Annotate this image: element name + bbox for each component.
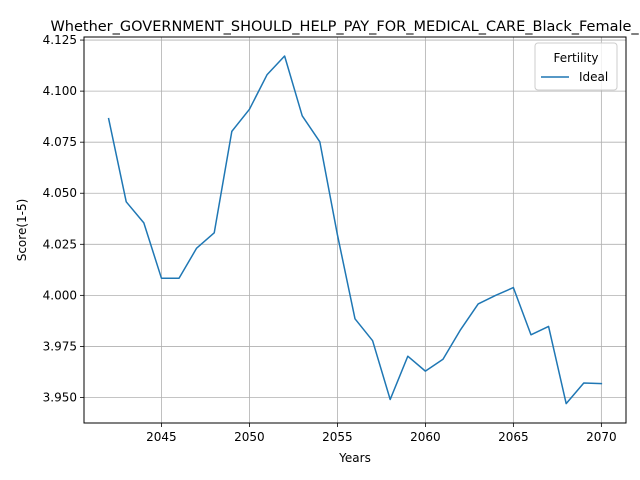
x-tick-label: 2065: [498, 430, 529, 444]
x-tick-label: 2060: [410, 430, 441, 444]
y-axis: 3.950 3.975 4.000 4.025 4.050 4.075 4.100 4.125: [43, 33, 84, 404]
series-layer: [107, 55, 603, 405]
x-tick-label: 2050: [234, 430, 265, 444]
x-tick-label: 2070: [586, 430, 617, 444]
legend-label-ideal: Ideal: [579, 70, 608, 84]
y-tick-label: 4.075: [43, 135, 77, 149]
x-tick-label: 2055: [322, 430, 353, 444]
y-axis-label: Score(1-5): [15, 199, 29, 262]
x-axis: 2045 2050 2055 2060 2065 2070: [146, 423, 617, 444]
y-tick-label: 3.950: [43, 390, 77, 404]
y-tick-label: 4.125: [43, 33, 77, 47]
series-line-ideal: [107, 55, 603, 405]
x-tick-label: 2045: [146, 430, 177, 444]
plot-area-frame: [83, 36, 627, 424]
legend-box: [534, 42, 618, 91]
chart-title: Whether_GOVERNMENT_SHOULD_HELP_PAY_FOR_M…: [50, 19, 640, 35]
y-tick-label: 4.025: [43, 237, 77, 251]
y-tick-label: 4.100: [43, 84, 77, 98]
y-tick-label: 3.975: [43, 339, 77, 353]
y-tick-label: 4.000: [43, 288, 77, 302]
y-tick-label: 4.050: [43, 186, 77, 200]
legend: Fertility Ideal: [534, 42, 618, 91]
grid: [84, 37, 626, 423]
x-axis-label: Years: [338, 451, 371, 465]
legend-title: Fertility: [553, 51, 598, 65]
